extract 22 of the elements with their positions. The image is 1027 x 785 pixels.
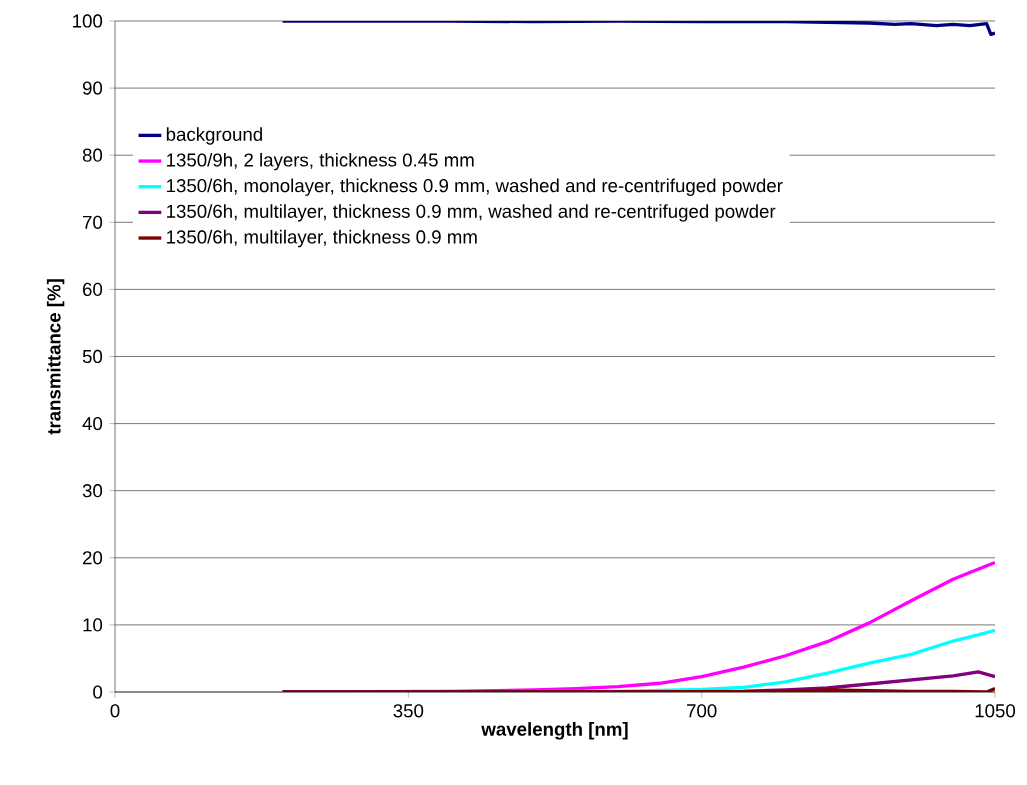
y-tick-label: 100 (73, 14, 103, 28)
x-tick-label: 350 (393, 704, 424, 718)
legend-label: 1350/9h, 2 layers, thickness 0.45 mm (167, 152, 474, 171)
y-tick-label: 60 (83, 282, 103, 297)
y-tick-label: 0 (93, 685, 103, 699)
y-tick-label: 30 (82, 484, 103, 498)
x-tick-label: 700 (687, 704, 717, 718)
y-tick-label: 90 (82, 81, 103, 95)
legend-label: 1350/6h, multilayer, thickness 0.9 mm, washed and re-centrifuged powder (167, 204, 776, 222)
y-tick-label: 70 (83, 215, 103, 229)
y-axis-title: transmittance [%] (46, 279, 65, 435)
legend-label: background (166, 127, 262, 145)
legend-label: 1350/6h, monolayer, thickness 0.9 mm, washed and re-centrifuged powder (167, 178, 783, 196)
x-tick-label: 1050 (975, 704, 1016, 718)
x-tick-label: 0 (110, 704, 120, 718)
legend-label: 1350/6h, multilayer, thickness 0.9 mm (167, 229, 477, 248)
y-tick-label: 10 (83, 618, 103, 632)
y-tick-label: 20 (83, 551, 103, 565)
y-tick-label: 80 (82, 148, 103, 162)
y-tick-label: 40 (82, 416, 103, 431)
y-tick-label: 50 (82, 349, 103, 364)
x-axis-title: wavelength [nm] (481, 722, 628, 740)
